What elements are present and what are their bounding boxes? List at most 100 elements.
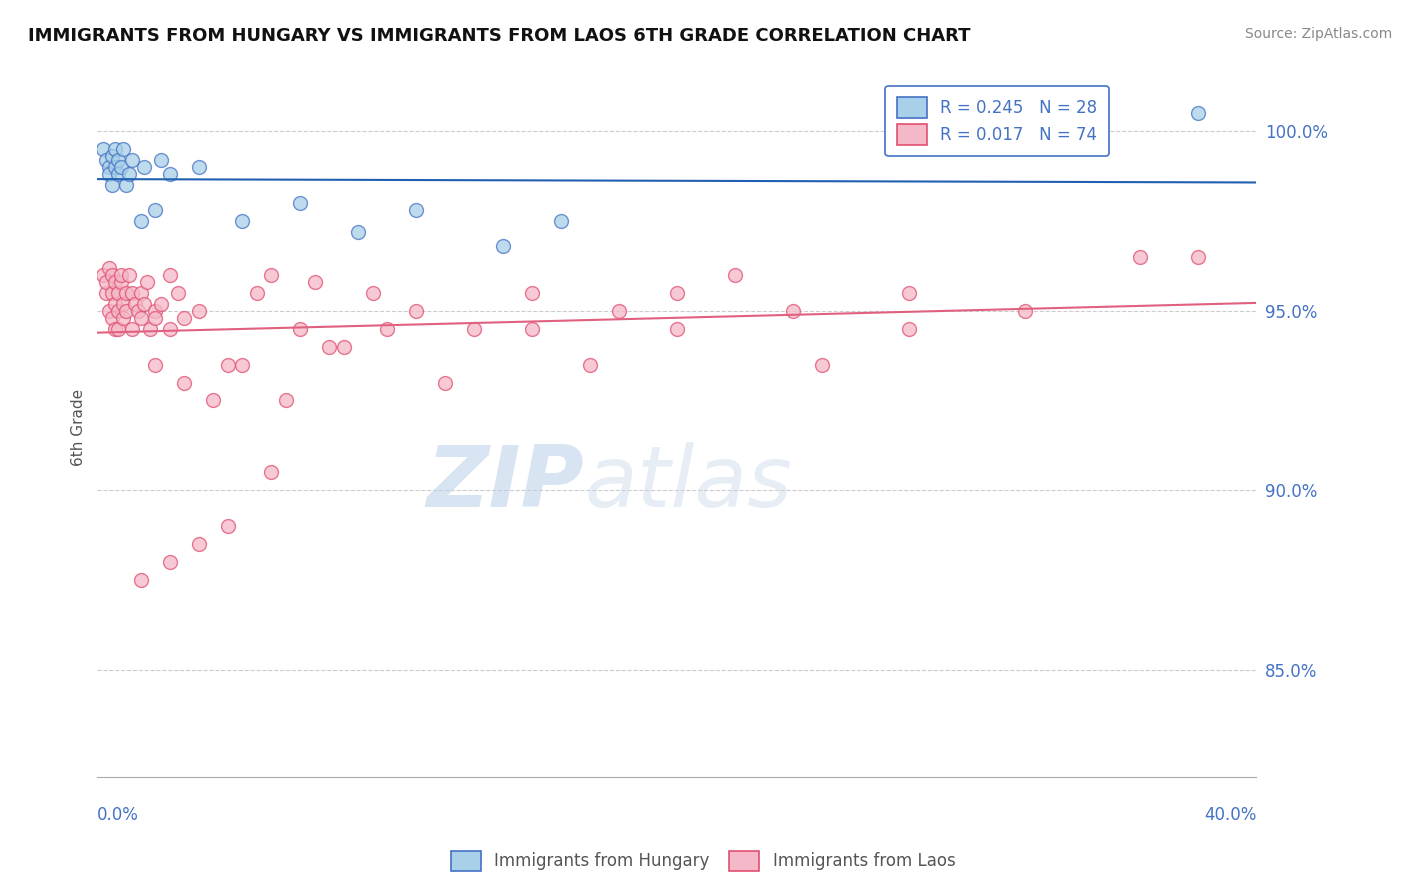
Point [665,321,688,335]
Point [118,167,141,181]
Point [97,160,120,174]
Point [782,303,804,318]
Point [121,321,143,335]
Point [187,537,209,551]
Point [118,268,141,282]
Point [897,285,920,300]
Point [107,321,129,335]
Y-axis label: 6th Grade: 6th Grade [72,389,86,466]
Point [112,142,135,156]
Text: Source: ZipAtlas.com: Source: ZipAtlas.com [1244,27,1392,41]
Point [607,303,630,318]
Point [101,178,124,193]
Point [101,268,124,282]
Point [94,275,117,289]
Point [318,340,340,354]
Point [173,376,195,390]
Point [127,303,149,318]
Point [101,310,124,325]
Text: 0.0%: 0.0% [97,806,139,824]
Point [159,555,181,569]
Point [143,358,166,372]
Point [290,321,312,335]
Point [217,519,239,533]
Point [347,225,370,239]
Text: IMMIGRANTS FROM HUNGARY VS IMMIGRANTS FROM LAOS 6TH GRADE CORRELATION CHART: IMMIGRANTS FROM HUNGARY VS IMMIGRANTS FR… [28,27,970,45]
Point [290,196,312,211]
Point [124,296,146,310]
Point [231,358,253,372]
Point [159,321,181,335]
Point [129,285,152,300]
Point [115,285,138,300]
Point [405,203,427,218]
Point [115,178,138,193]
Point [107,167,129,181]
Point [97,167,120,181]
Point [94,285,117,300]
Point [492,239,515,253]
Point [810,358,832,372]
Point [187,303,209,318]
Point [1014,303,1036,318]
Point [405,303,427,318]
Point [187,160,209,174]
Point [104,142,127,156]
Point [332,340,354,354]
Point [550,214,572,228]
Point [91,142,114,156]
Point [579,358,602,372]
Point [129,310,152,325]
Point [260,268,283,282]
Point [143,303,166,318]
Point [107,303,129,318]
Point [115,303,138,318]
Text: 40.0%: 40.0% [1204,806,1257,824]
Point [138,321,160,335]
Point [91,268,114,282]
Point [121,153,143,167]
Point [135,275,157,289]
Point [107,153,129,167]
Point [304,275,326,289]
Point [463,321,485,335]
Point [520,321,543,335]
Point [1129,250,1152,264]
Point [143,203,166,218]
Point [1187,106,1209,120]
Point [94,153,117,167]
Point [104,275,127,289]
Point [104,321,127,335]
Point [231,214,253,228]
Point [724,268,747,282]
Legend: R = 0.245   N = 28, R = 0.017   N = 74: R = 0.245 N = 28, R = 0.017 N = 74 [886,86,1109,156]
Point [897,321,920,335]
Point [121,285,143,300]
Point [129,573,152,587]
Point [665,285,688,300]
Point [104,160,127,174]
Point [173,310,195,325]
Point [246,285,269,300]
Point [129,214,152,228]
Point [110,268,132,282]
Point [112,296,135,310]
Point [132,296,155,310]
Point [274,393,297,408]
Point [132,160,155,174]
Point [217,358,239,372]
Point [104,296,127,310]
Point [143,310,166,325]
Legend: Immigrants from Hungary, Immigrants from Laos: Immigrants from Hungary, Immigrants from… [443,842,963,880]
Point [1187,250,1209,264]
Point [101,285,124,300]
Point [520,285,543,300]
Text: ZIP: ZIP [426,442,583,524]
Point [101,149,124,163]
Point [260,465,283,479]
Point [167,285,190,300]
Point [434,376,457,390]
Point [110,275,132,289]
Point [150,153,173,167]
Point [375,321,398,335]
